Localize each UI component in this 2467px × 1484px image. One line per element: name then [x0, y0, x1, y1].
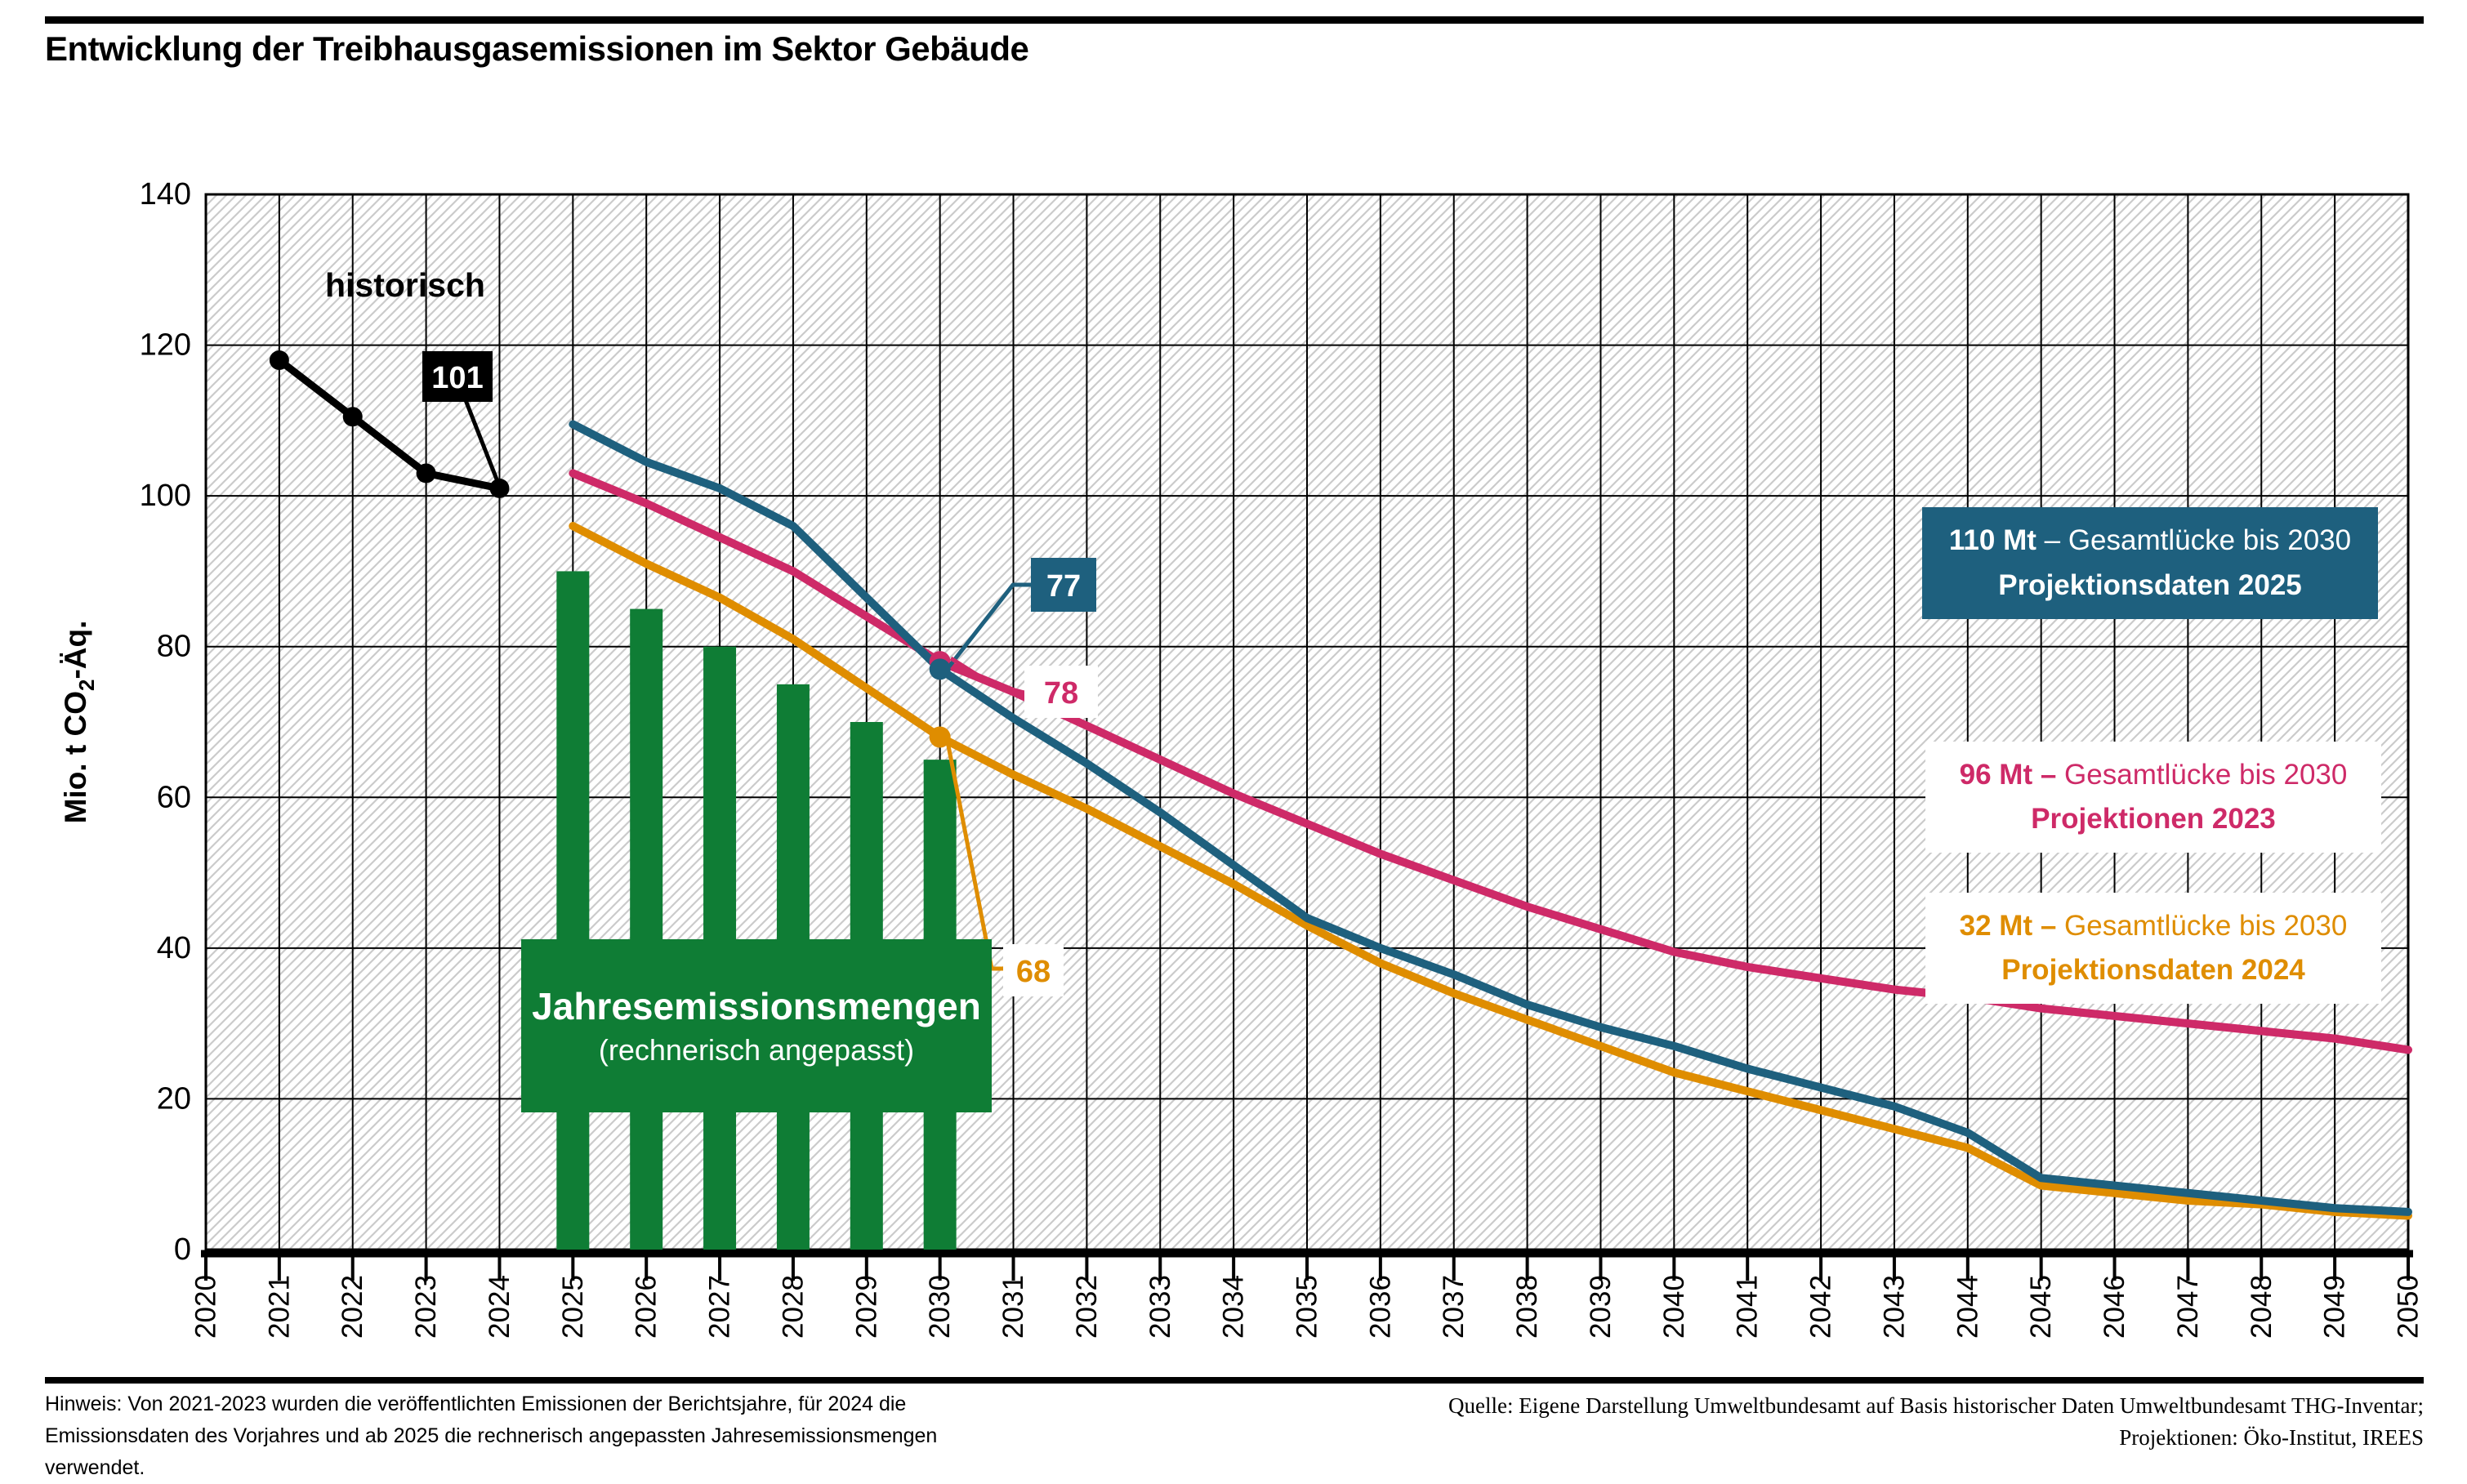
legend-line-gap: 110 Mt – Gesamtlücke bis 2030: [1948, 524, 2352, 557]
y-axis-title-suffix: -Äq.: [59, 620, 92, 680]
legend-box-projektionsdaten-2025: 110 Mt – Gesamtlücke bis 2030 Projektion…: [1922, 507, 2378, 619]
bars-label-box: Jahresemissionsmengen (rechnerisch angep…: [521, 939, 992, 1112]
x-tick-label-2042: 2042: [1805, 1275, 1837, 1339]
x-tick-label-2043: 2043: [1878, 1275, 1910, 1339]
bar-2026: [630, 608, 663, 1250]
callout-connector-68: [945, 741, 1003, 971]
historical-point-2021: [269, 350, 289, 371]
legend-line-gap: 96 Mt – Gesamtlücke bis 2030: [1959, 758, 2348, 791]
x-tick-label-2050: 2050: [2393, 1275, 2425, 1339]
callout-box-68: [1003, 944, 1064, 996]
x-tick-label-2036: 2036: [1364, 1275, 1396, 1339]
footnote: Hinweis: Von 2021-2023 wurden die veröff…: [45, 1388, 937, 1483]
callout-box-101: [422, 351, 493, 402]
y-axis-labels: 0 20 40 60 80 100 120 140: [140, 177, 191, 1267]
historical-series-label: historisch: [325, 266, 485, 304]
historical-line: [275, 356, 503, 492]
y-tick-label-20: 20: [157, 1081, 191, 1116]
x-tick-label-2040: 2040: [1658, 1275, 1690, 1339]
x-tick-label-2023: 2023: [410, 1275, 442, 1339]
x-tick-label-2024: 2024: [484, 1275, 515, 1339]
top-rule: [45, 16, 2424, 24]
x-tick-label-2022: 2022: [337, 1275, 368, 1339]
bars-jahresemissionsmengen: [556, 571, 957, 1250]
x-tick-label-2034: 2034: [1218, 1275, 1250, 1339]
x-tick-label-2038: 2038: [1511, 1275, 1543, 1339]
x-tick-label-2028: 2028: [777, 1275, 809, 1339]
y-axis-title-text: Mio. t CO: [59, 691, 92, 824]
x-tick-label-2027: 2027: [704, 1275, 736, 1339]
x-tick-label-2044: 2044: [1952, 1275, 1983, 1339]
legend-box-projektionen-2023: 96 Mt – Gesamtlücke bis 2030 Projektione…: [1925, 742, 2381, 853]
y-tick-label-80: 80: [157, 630, 191, 664]
historical-point-2022: [342, 407, 363, 427]
y-tick-label-0: 0: [174, 1232, 191, 1267]
callout-connector-78: [949, 656, 1025, 695]
bars-label-title: Jahresemissionsmengen: [532, 984, 981, 1027]
legend-line-gap: 32 Mt – Gesamtlücke bis 2030: [1959, 909, 2348, 942]
y-tick-label-140: 140: [140, 177, 191, 212]
x-tick-label-2025: 2025: [557, 1275, 589, 1339]
x-tick-label-2030: 2030: [924, 1275, 956, 1339]
y-tick-label-120: 120: [140, 328, 191, 363]
callout-connector-101: [463, 399, 502, 488]
marker-2030-projektionsdaten-2024: [929, 726, 951, 748]
callout-value-68: 68: [1016, 955, 1051, 989]
y-axis-title-subscript: 2: [74, 679, 99, 692]
series-line-projektionsdaten-2024: [569, 522, 2412, 1220]
x-tick-label-2047: 2047: [2172, 1275, 2204, 1339]
bottom-rule: [45, 1377, 2424, 1384]
marker-2030-projektionsdaten-2025: [929, 658, 951, 680]
footnote-line: Emissionsdaten des Vorjahres und ab 2025…: [45, 1424, 938, 1447]
x-tick-label-2049: 2049: [2319, 1275, 2351, 1339]
legend-box-projektionsdaten-2024: 32 Mt – Gesamtlücke bis 2030 Projektions…: [1925, 893, 2381, 1004]
callout-value-77: 77: [1046, 569, 1081, 604]
x-tick-label-2039: 2039: [1585, 1275, 1617, 1339]
x-tick-label-2029: 2029: [850, 1275, 882, 1339]
footnote-line: verwendet.: [45, 1455, 145, 1479]
source-note: Quelle: Eigene Darstellung Umweltbundesa…: [1448, 1390, 2424, 1454]
callout-value-101: 101: [431, 361, 483, 395]
historical-point-2023: [416, 463, 436, 484]
bar-2025: [556, 571, 590, 1250]
legend-line-name: Projektionen 2023: [2031, 803, 2276, 835]
callout-connector-77: [948, 582, 1031, 668]
x-tick-label-2033: 2033: [1144, 1275, 1176, 1339]
x-tick-label-2035: 2035: [1291, 1275, 1323, 1339]
x-tick-label-2026: 2026: [631, 1275, 662, 1339]
x-tick-label-2031: 2031: [997, 1275, 1029, 1339]
x-tick-label-2021: 2021: [263, 1275, 295, 1339]
x-tick-label-2046: 2046: [2099, 1275, 2130, 1339]
series-line-projektionsdaten-2025: [569, 420, 2412, 1216]
page-title: Entwicklung der Treibhausgasemissionen i…: [45, 29, 1029, 68]
x-tick-label-2048: 2048: [2246, 1275, 2277, 1339]
y-tick-label-100: 100: [140, 479, 191, 513]
callout-box-77: [1031, 558, 1096, 612]
callout-value-78: 78: [1044, 676, 1078, 711]
y-tick-label-60: 60: [157, 780, 191, 814]
x-axis-ticks: [204, 1257, 2410, 1281]
source-line: Projektionen: Öko-Institut, IREES: [2119, 1425, 2424, 1451]
x-tick-label-2045: 2045: [2025, 1275, 2057, 1339]
series-line-projektionen-2023: [569, 469, 2412, 1054]
y-tick-label-40: 40: [157, 931, 191, 965]
historical-point-2024: [489, 478, 510, 498]
plot-border: [204, 193, 2410, 1251]
footnote-line: Hinweis: Von 2021-2023 wurden die veröff…: [45, 1393, 907, 1415]
x-tick-label-2037: 2037: [1438, 1275, 1470, 1339]
legend-line-name: Projektionsdaten 2024: [2001, 954, 2305, 986]
x-tick-label-2041: 2041: [1732, 1275, 1764, 1339]
legend-line-name: Projektionsdaten 2025: [1998, 568, 2302, 601]
x-axis-labels: 2020 2021 2022 2023 2024 2025 2026 2027 2028 2029…: [190, 1275, 2425, 1339]
x-tick-label-2032: 2032: [1071, 1275, 1103, 1339]
y-axis-title: Mio. t CO2-Äq.: [59, 621, 100, 824]
x-tick-label-2020: 2020: [190, 1275, 222, 1339]
source-line: Quelle: Eigene Darstellung Umweltbundesa…: [1448, 1393, 2424, 1418]
callout-box-78: [1024, 666, 1098, 718]
bars-label-subtitle: (rechnerisch angepasst): [598, 1032, 915, 1067]
